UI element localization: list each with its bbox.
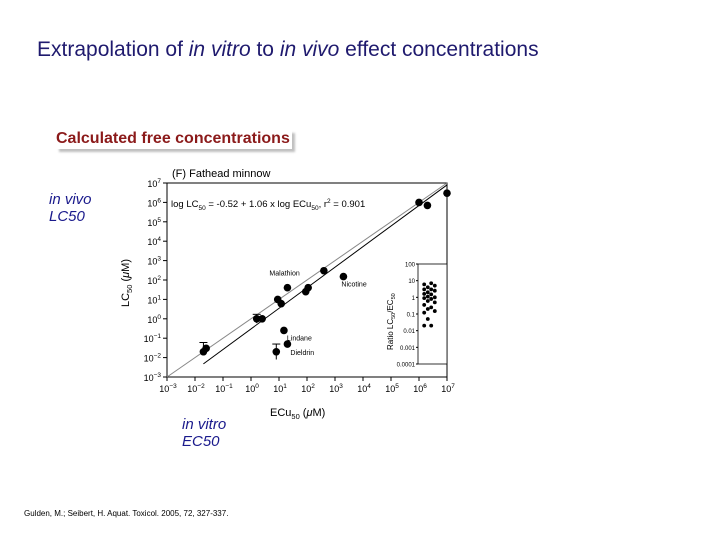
annotation-y-line2: LC50 [49, 208, 85, 225]
identity-line [166, 182, 448, 378]
inset-point [432, 300, 437, 305]
inset-point [425, 290, 430, 295]
inset-point [425, 294, 430, 299]
panel-label: (F) Fathead minnow [172, 168, 270, 180]
point-label-nicotine: Nicotine [341, 282, 366, 289]
data-point [272, 347, 281, 356]
y-tick-label: 105 [147, 217, 161, 228]
inset-point [422, 310, 427, 315]
x-tick-label: 10−1 [215, 383, 233, 394]
title-text-2: to [250, 38, 280, 61]
title-italic-in-vivo: in vivo [279, 38, 340, 61]
title-text-1: Extrapolation of [37, 38, 189, 61]
regression-equation: log LC50 = -0.52 + 1.06 x log ECu50, r2 … [171, 198, 365, 212]
x-tick-label: 105 [385, 383, 399, 394]
annotation-in-vivo-lc50: in vivo LC50 [49, 191, 92, 225]
inset-point [422, 303, 427, 307]
citation: Gulden, M.; Seibert, H. Aquat. Toxicol. … [24, 509, 229, 518]
y-tick-label: 100 [147, 314, 161, 325]
annotation-in-vitro-ec50: in vitro EC50 [182, 416, 226, 450]
x-tick-label: 106 [413, 383, 427, 394]
data-point [277, 299, 286, 308]
data-point [283, 283, 292, 292]
inset-point [429, 297, 434, 301]
x-tick-label: 102 [301, 383, 315, 394]
inset-tick-label: 0.001 [400, 346, 416, 352]
y-tick-label: 10−3 [144, 372, 162, 383]
y-tick-label: 107 [147, 178, 161, 189]
data-point [258, 315, 266, 323]
y-axis-title: LC50 (μM) [120, 259, 134, 307]
data-point [443, 189, 451, 197]
regression-line [203, 184, 448, 365]
x-tick-label: 101 [273, 383, 287, 394]
inset-point [432, 288, 437, 293]
inset-tick-label: 0.01 [403, 329, 415, 335]
inset-point [425, 285, 430, 290]
inset-y-axis-title: Ratio LC50/EC50 [386, 293, 397, 350]
inset-tick-label: 10 [408, 279, 415, 285]
x-tick-label: 100 [245, 383, 259, 394]
y-tick-label: 103 [147, 256, 161, 267]
data-point [423, 201, 432, 210]
annotation-x-line1: in vitro [182, 416, 227, 433]
section-heading: Calculated free concentrations [56, 130, 290, 147]
inset-point [429, 281, 434, 286]
inset-plot: 100 10 1 0.1 0.01 0.001 0.0001 Ratio LC50/EC50 [386, 263, 448, 369]
x-tick-label: 103 [329, 383, 343, 394]
point-label-lindane: Lindane [287, 335, 312, 342]
annotation-x-line2: EC50 [182, 433, 220, 450]
data-point [283, 340, 292, 348]
inset-tick-label: 0.1 [407, 313, 416, 319]
inset-point [429, 292, 434, 297]
y-tick-label: 102 [147, 275, 161, 286]
data-point [304, 283, 312, 292]
inset-frame [417, 263, 448, 365]
data-point [320, 266, 328, 275]
y-tick-label: 10−1 [144, 333, 162, 344]
inset-point [422, 287, 427, 292]
inset-point [422, 282, 427, 287]
inset-tick-label: 100 [405, 263, 416, 269]
x-tick-label: 10−3 [159, 383, 177, 394]
annotation-y-line1: in vivo [49, 191, 92, 208]
inset-point [432, 283, 437, 288]
slide-title: Extrapolation of in vitro to in vivo eff… [37, 38, 539, 62]
y-tick-label: 10−2 [144, 353, 162, 364]
inset-point [432, 309, 437, 313]
title-text-3: effect concentrations [339, 38, 539, 61]
inset-point [425, 299, 430, 303]
inset-point [429, 323, 434, 328]
x-tick-label: 104 [357, 383, 371, 394]
inset-point [429, 305, 434, 310]
inset-point [425, 317, 430, 321]
data-point [339, 272, 348, 281]
inset-point [422, 323, 427, 328]
main-plot: 10−3 10−2 10−1 100 101 102 103 104 105 106 10710−3… [120, 168, 455, 421]
inset-tick-label: 1 [412, 296, 416, 302]
data-point [202, 344, 210, 353]
y-tick-label: 106 [147, 197, 161, 208]
y-tick-label: 101 [147, 294, 161, 305]
inset-point [429, 287, 434, 292]
x-axis-title: ECu50 (μM) [270, 407, 325, 421]
inset-point [422, 292, 427, 296]
title-italic-in-vitro: in vitro [188, 38, 251, 61]
x-tick-label: 10−2 [187, 383, 205, 394]
x-tick-label: 107 [441, 383, 455, 394]
inset-tick-label: 0.0001 [397, 363, 416, 369]
point-label-dieldrin: Dieldrin [290, 350, 314, 357]
inset-point [432, 295, 437, 300]
inset-point [425, 307, 430, 311]
data-point [252, 315, 261, 323]
data-point [280, 326, 288, 335]
data-point [415, 198, 423, 207]
inset-point [422, 296, 427, 300]
y-tick-label: 104 [147, 236, 161, 247]
point-label-malathion: Malathion [269, 271, 299, 278]
